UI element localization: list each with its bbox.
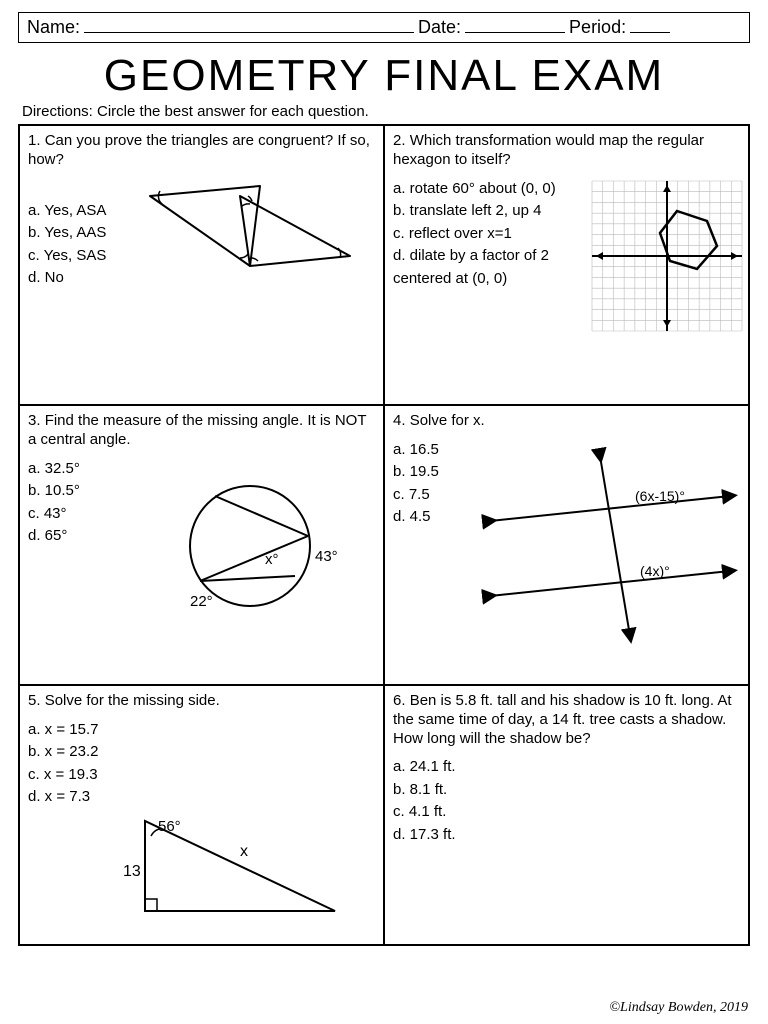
questions-grid: 1. Can you prove the triangles are congr…	[18, 124, 750, 946]
q3-label-22: 22°	[190, 593, 213, 610]
q6-opt-a[interactable]: a. 24.1 ft.	[393, 756, 740, 779]
q6-num: 6.	[393, 692, 406, 709]
q2-diagram: grid	[592, 181, 742, 331]
q5-text: Solve for the missing side.	[45, 692, 220, 709]
q3-num: 3.	[28, 412, 41, 429]
q2-opt-b[interactable]: b. translate left 2, up 4	[393, 200, 593, 223]
q6-text: Ben is 5.8 ft. tall and his shadow is 10…	[393, 692, 732, 747]
q5-opt-c[interactable]: c. x = 19.3	[28, 764, 375, 787]
q2-text: Which transformation would map the regul…	[393, 132, 704, 168]
q4-text: Solve for x.	[410, 412, 485, 429]
directions-text: Directions: Circle the best answer for e…	[22, 103, 750, 120]
date-blank[interactable]	[465, 19, 565, 33]
copyright-footer: ©Lindsay Bowden, 2019	[609, 1000, 748, 1016]
q5-label-side: 13	[123, 863, 141, 880]
q2-opt-a[interactable]: a. rotate 60° about (0, 0)	[393, 178, 593, 201]
q6-opt-b[interactable]: b. 8.1 ft.	[393, 779, 740, 802]
q6-opt-c[interactable]: c. 4.1 ft.	[393, 801, 740, 824]
q4-diagram: (6x-15)° (4x)°	[480, 441, 740, 641]
date-label: Date:	[418, 17, 461, 38]
name-label: Name:	[27, 17, 80, 38]
question-2: 2. Which transformation would map the re…	[384, 125, 749, 405]
q2-num: 2.	[393, 132, 406, 149]
q5-opt-a[interactable]: a. x = 15.7	[28, 719, 375, 742]
name-blank[interactable]	[84, 19, 414, 33]
question-6: 6. Ben is 5.8 ft. tall and his shadow is…	[384, 685, 749, 945]
period-label: Period:	[569, 17, 626, 38]
q3-text: Find the measure of the missing angle. I…	[28, 412, 366, 448]
q4-num: 4.	[393, 412, 406, 429]
q5-opt-b[interactable]: b. x = 23.2	[28, 741, 375, 764]
q5-label-hyp: x	[240, 843, 248, 860]
period-blank[interactable]	[630, 19, 670, 33]
question-4: 4. Solve for x. a. 16.5 b. 19.5 c. 7.5 d…	[384, 405, 749, 685]
q5-diagram: 56° 13 x	[115, 801, 355, 931]
question-1: 1. Can you prove the triangles are congr…	[19, 125, 384, 405]
question-5: 5. Solve for the missing side. a. x = 15…	[19, 685, 384, 945]
q2-opt-d[interactable]: d. dilate by a factor of 2 centered at (…	[393, 245, 593, 290]
q2-options: a. rotate 60° about (0, 0) b. translate …	[393, 178, 593, 291]
page-title: GEOMETRY FINAL EXAM	[18, 51, 750, 101]
q1-text: Can you prove the triangles are congruen…	[28, 132, 370, 168]
q1-diagram	[140, 176, 360, 286]
header-info: Name: Date: Period:	[18, 12, 750, 43]
q3-diagram: 22° 43° x°	[150, 466, 350, 626]
q4-label-bot: (4x)°	[640, 563, 670, 579]
q2-opt-c[interactable]: c. reflect over x=1	[393, 223, 593, 246]
q6-options: a. 24.1 ft. b. 8.1 ft. c. 4.1 ft. d. 17.…	[393, 756, 740, 846]
q3-label-43: 43°	[315, 548, 338, 565]
q5-label-angle: 56°	[158, 818, 181, 835]
q3-label-x: x°	[265, 551, 279, 568]
question-3: 3. Find the measure of the missing angle…	[19, 405, 384, 685]
q5-options: a. x = 15.7 b. x = 23.2 c. x = 19.3 d. x…	[28, 719, 375, 809]
q1-num: 1.	[28, 132, 41, 149]
q6-opt-d[interactable]: d. 17.3 ft.	[393, 824, 740, 847]
q4-label-top: (6x-15)°	[635, 488, 685, 504]
q5-num: 5.	[28, 692, 41, 709]
